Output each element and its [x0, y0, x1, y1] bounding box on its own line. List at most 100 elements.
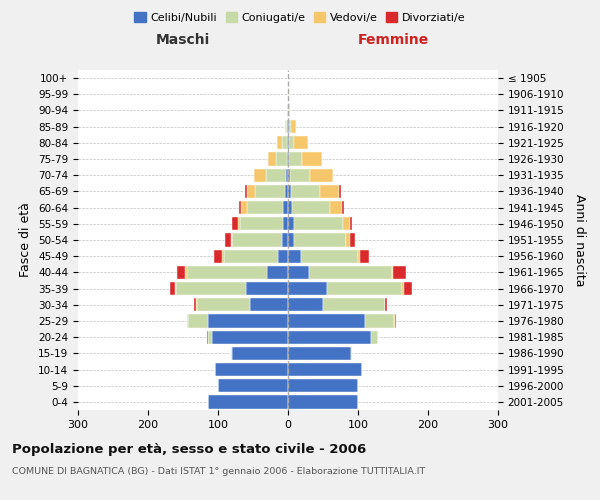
- Bar: [288, 136, 289, 149]
- Bar: [287, 136, 288, 149]
- Bar: [295, 136, 308, 149]
- Bar: [197, 298, 250, 312]
- Bar: [293, 234, 346, 246]
- Bar: [291, 120, 296, 134]
- Bar: [187, 266, 267, 279]
- Bar: [288, 314, 365, 328]
- Bar: [287, 152, 288, 166]
- Bar: [288, 185, 291, 198]
- Bar: [283, 136, 287, 149]
- Bar: [290, 168, 310, 182]
- Text: Femmine: Femmine: [358, 34, 428, 48]
- Bar: [207, 330, 208, 344]
- Bar: [350, 217, 352, 230]
- Text: COMUNE DI BAGNATICA (BG) - Dati ISTAT 1° gennaio 2006 - Elaborazione TUTTITALIA.: COMUNE DI BAGNATICA (BG) - Dati ISTAT 1°…: [12, 468, 425, 476]
- Bar: [245, 185, 247, 198]
- Bar: [238, 217, 240, 230]
- Text: Popolazione per età, sesso e stato civile - 2006: Popolazione per età, sesso e stato civil…: [12, 442, 366, 456]
- Bar: [215, 363, 288, 376]
- Bar: [288, 346, 351, 360]
- Bar: [284, 120, 286, 134]
- Bar: [402, 282, 404, 295]
- Bar: [309, 266, 392, 279]
- Bar: [292, 201, 330, 214]
- Bar: [288, 379, 358, 392]
- Bar: [286, 168, 288, 182]
- Bar: [266, 168, 286, 182]
- Bar: [310, 168, 333, 182]
- Bar: [188, 314, 208, 328]
- Bar: [225, 234, 230, 246]
- Bar: [176, 282, 246, 295]
- Bar: [293, 217, 343, 230]
- Bar: [230, 234, 232, 246]
- Bar: [284, 185, 288, 198]
- Bar: [287, 104, 288, 117]
- Bar: [288, 330, 371, 344]
- Bar: [360, 250, 368, 263]
- Bar: [246, 282, 288, 295]
- Text: Maschi: Maschi: [156, 34, 210, 48]
- Bar: [291, 185, 320, 198]
- Bar: [346, 234, 350, 246]
- Bar: [288, 217, 293, 230]
- Bar: [289, 136, 295, 149]
- Bar: [250, 298, 288, 312]
- Bar: [277, 136, 283, 149]
- Bar: [286, 120, 287, 134]
- Bar: [254, 168, 266, 182]
- Bar: [196, 298, 197, 312]
- Bar: [218, 379, 288, 392]
- Bar: [208, 396, 288, 408]
- Bar: [241, 201, 247, 214]
- Bar: [232, 217, 238, 230]
- Bar: [301, 250, 358, 263]
- Bar: [214, 250, 222, 263]
- Bar: [288, 234, 293, 246]
- Bar: [385, 298, 388, 312]
- Bar: [288, 363, 361, 376]
- Bar: [343, 217, 350, 230]
- Bar: [224, 250, 277, 263]
- Bar: [289, 120, 291, 134]
- Bar: [371, 330, 377, 344]
- Bar: [247, 185, 255, 198]
- Bar: [288, 120, 289, 134]
- Bar: [288, 266, 309, 279]
- Bar: [194, 298, 196, 312]
- Bar: [185, 266, 187, 279]
- Y-axis label: Anni di nascita: Anni di nascita: [573, 194, 586, 286]
- Bar: [288, 201, 292, 214]
- Bar: [289, 104, 290, 117]
- Bar: [268, 152, 276, 166]
- Bar: [283, 234, 288, 246]
- Y-axis label: Fasce di età: Fasce di età: [19, 202, 32, 278]
- Bar: [394, 314, 395, 328]
- Bar: [277, 250, 288, 263]
- Bar: [289, 152, 302, 166]
- Bar: [208, 314, 288, 328]
- Bar: [395, 314, 396, 328]
- Bar: [339, 185, 341, 198]
- Bar: [240, 217, 283, 230]
- Bar: [276, 152, 287, 166]
- Bar: [267, 266, 288, 279]
- Bar: [222, 250, 224, 263]
- Bar: [302, 152, 322, 166]
- Bar: [255, 185, 284, 198]
- Bar: [175, 282, 176, 295]
- Bar: [232, 346, 288, 360]
- Bar: [239, 201, 241, 214]
- Bar: [365, 314, 394, 328]
- Bar: [350, 234, 355, 246]
- Bar: [377, 330, 379, 344]
- Bar: [330, 201, 342, 214]
- Bar: [247, 201, 283, 214]
- Bar: [230, 346, 232, 360]
- Bar: [208, 330, 212, 344]
- Bar: [351, 346, 352, 360]
- Bar: [283, 217, 288, 230]
- Bar: [392, 266, 393, 279]
- Bar: [288, 250, 301, 263]
- Bar: [287, 120, 288, 134]
